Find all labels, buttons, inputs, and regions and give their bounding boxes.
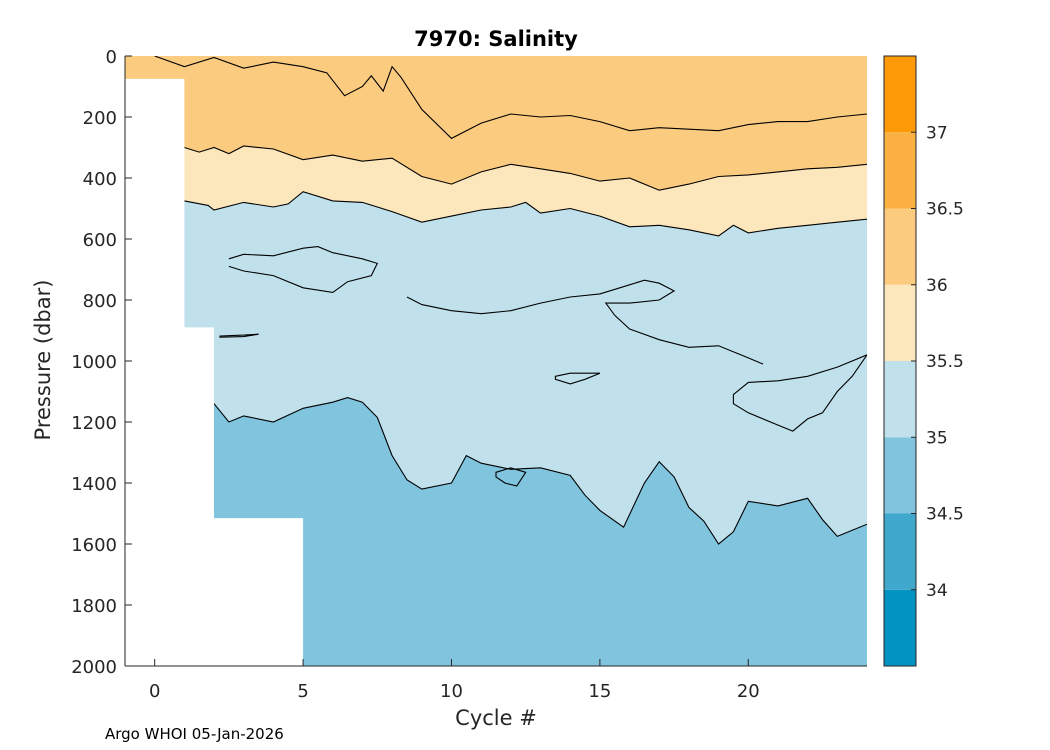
x-tick-label: 10 bbox=[440, 681, 463, 702]
colorbar-segment bbox=[884, 132, 916, 209]
footer-credit: Argo WHOI 05-Jan-2026 bbox=[105, 725, 284, 743]
contour-line-35 bbox=[228, 246, 379, 293]
y-axis-label: Pressure (dbar) bbox=[31, 280, 55, 441]
contour-line-35 bbox=[406, 279, 764, 365]
y-tick-label: 1600 bbox=[71, 535, 117, 556]
colorbar-segment bbox=[884, 208, 916, 285]
x-tick-label: 20 bbox=[737, 681, 760, 702]
contour-line-35 bbox=[184, 191, 867, 237]
contour-line-35 bbox=[495, 467, 527, 487]
colorbar: 34 34.5 35 35.5 36 36.5 37 bbox=[883, 55, 964, 667]
colorbar-tick-label: 36.5 bbox=[926, 200, 964, 220]
y-tick-label: 400 bbox=[83, 169, 117, 190]
x-tick-label: 5 bbox=[297, 681, 308, 702]
colorbar-tick-label: 34 bbox=[926, 581, 948, 601]
salinity-band-36-36.5 bbox=[125, 56, 867, 191]
colorbar-tick-label: 37 bbox=[926, 123, 948, 143]
colorbar-tick-label: 36 bbox=[926, 276, 948, 296]
colorbar-segment bbox=[884, 361, 916, 438]
contour-line-35 bbox=[554, 372, 601, 385]
x-axis-label: Cycle # bbox=[455, 706, 537, 730]
y-tick-label: 200 bbox=[83, 108, 117, 129]
contour-line-35 bbox=[219, 333, 259, 338]
contour-line-36 bbox=[154, 56, 867, 140]
y-tick-label: 1400 bbox=[71, 474, 117, 495]
colorbar-segment bbox=[884, 56, 916, 133]
colorbar-tick-label: 35.5 bbox=[926, 352, 964, 372]
x-tick-label: 0 bbox=[149, 681, 160, 702]
y-tick-label: 1800 bbox=[71, 596, 117, 617]
y-tick-label: 2000 bbox=[71, 657, 117, 678]
contour-line-35.5 bbox=[184, 145, 867, 191]
contour-line-34.5 bbox=[213, 397, 867, 545]
y-tick-label: 600 bbox=[83, 230, 117, 251]
no-data-region bbox=[125, 78, 304, 666]
colorbar-tick-label: 35 bbox=[926, 428, 948, 448]
y-tick-label: 800 bbox=[83, 291, 117, 312]
x-tick-label: 15 bbox=[588, 681, 611, 702]
y-tick-label: 1200 bbox=[71, 413, 117, 434]
colorbar-tick-label: 34.5 bbox=[926, 505, 964, 525]
y-tick-label: 0 bbox=[106, 47, 117, 68]
colorbar-segment bbox=[884, 513, 916, 590]
chart-title: 7970: Salinity bbox=[414, 27, 578, 51]
plot-area: 0 5 10 15 20 0 200 400 600 800 1000 1200 1400 1600 18… bbox=[71, 47, 867, 702]
colorbar-segment bbox=[884, 589, 916, 666]
contour-line-35 bbox=[732, 354, 867, 432]
colorbar-segment bbox=[884, 284, 916, 361]
y-tick-label: 1000 bbox=[71, 352, 117, 373]
colorbar-segment bbox=[884, 437, 916, 514]
